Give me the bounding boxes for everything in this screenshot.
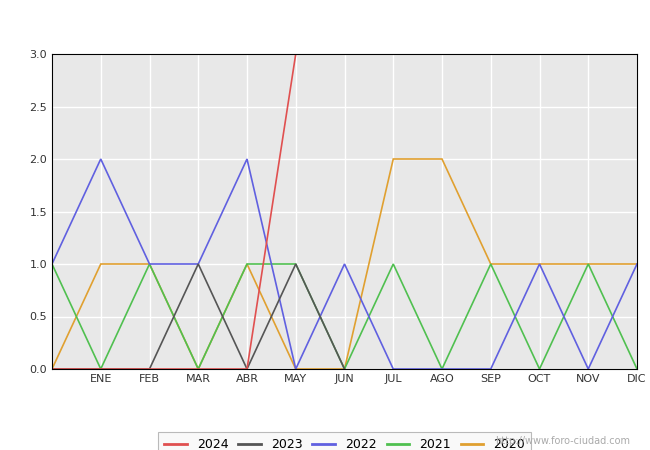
Text: http://www.foro-ciudad.com: http://www.foro-ciudad.com: [495, 436, 630, 446]
Text: Matriculaciones de Vehiculos en Alcalá del Obispo: Matriculaciones de Vehiculos en Alcalá d…: [133, 14, 517, 31]
Legend: 2024, 2023, 2022, 2021, 2020: 2024, 2023, 2022, 2021, 2020: [158, 432, 531, 450]
